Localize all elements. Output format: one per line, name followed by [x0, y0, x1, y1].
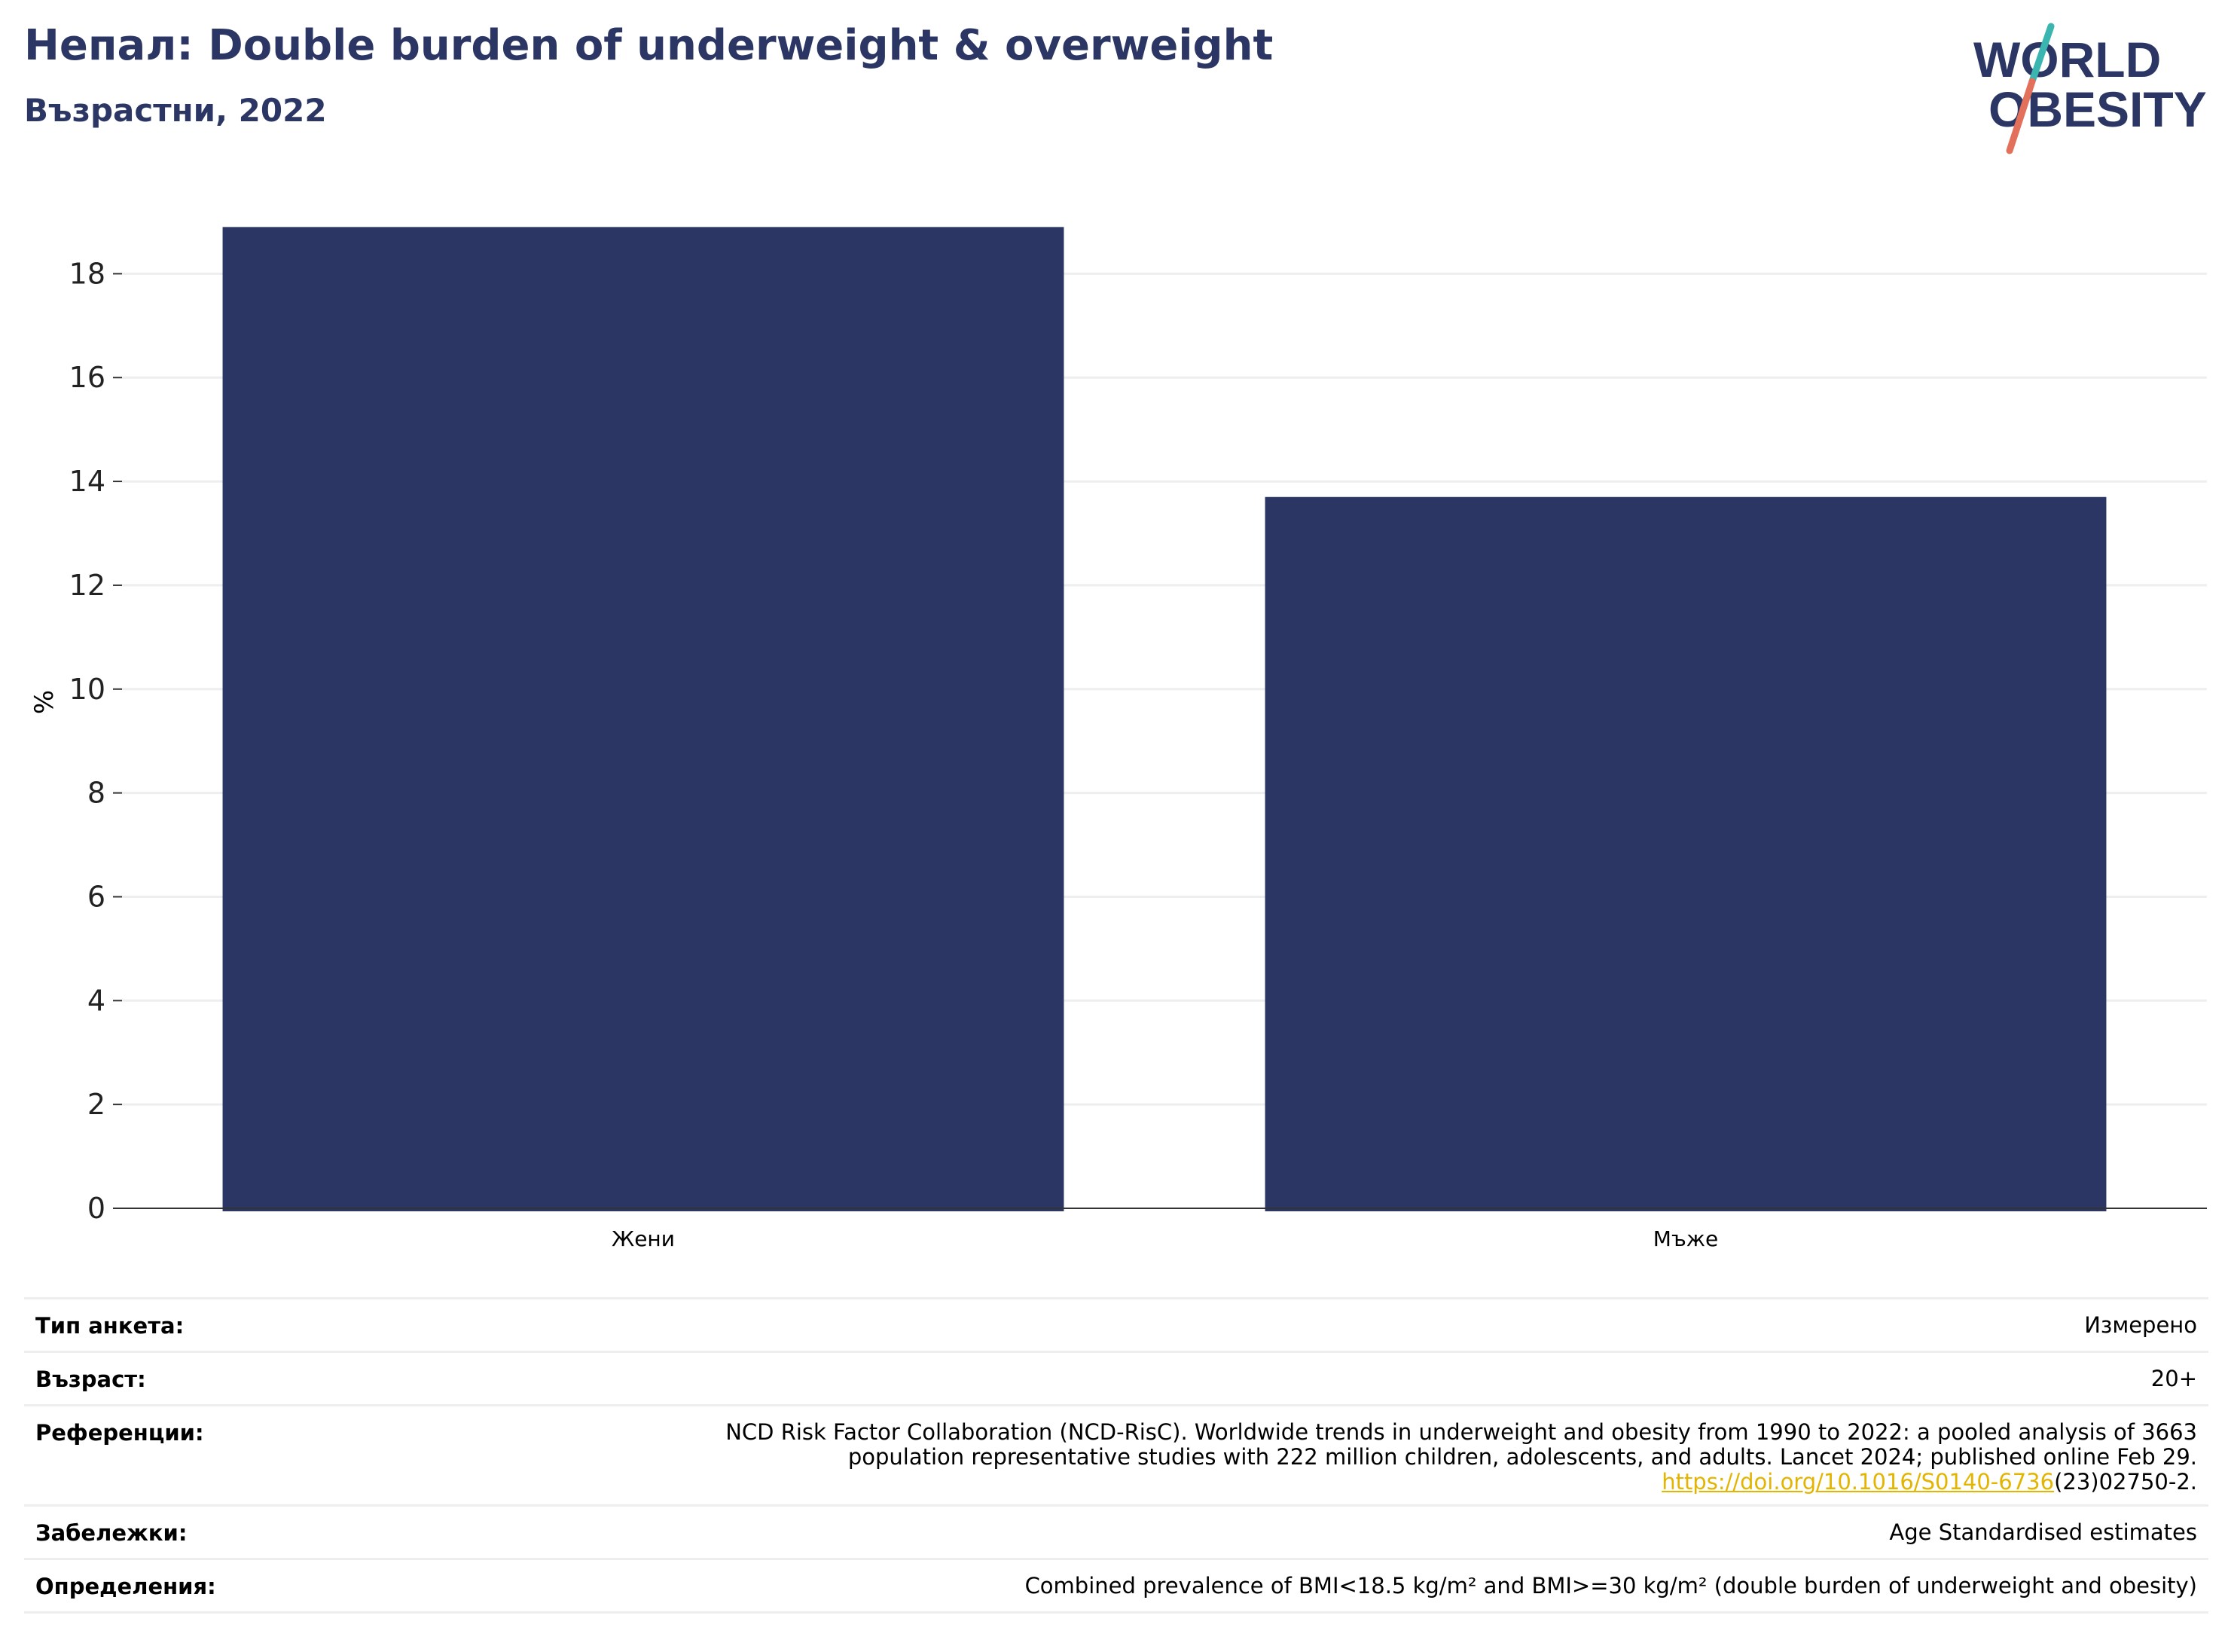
logo-slash-top [2028, 23, 2055, 85]
doi-suffix: (23)02750-2. [2054, 1469, 2197, 1495]
meta-value: Измерено [2084, 1312, 2197, 1338]
meta-row-survey-type: Тип анкета: Измерено [24, 1297, 2208, 1351]
x-tick-label: Мъже [1653, 1226, 1718, 1251]
bar-2 [1265, 496, 2107, 1211]
meta-row-age: Възраст: 20+ [24, 1351, 2208, 1404]
reference-line-3: https://doi.org/10.1016/S0140-6736(23)02… [325, 1470, 2197, 1495]
meta-value: Combined prevalence of BMI<18.5 kg/m² an… [1024, 1573, 2197, 1599]
world-obesity-logo: WORLD OBESITY [1973, 23, 2207, 154]
meta-key: Референции: [35, 1420, 204, 1446]
y-tick-label: 12 [69, 569, 105, 602]
meta-key: Определения: [35, 1574, 216, 1599]
y-tick-label: 10 [69, 673, 105, 706]
y-tick-label: 4 [87, 984, 105, 1017]
logo-text-world: WORLD [1973, 32, 2161, 87]
meta-row-notes: Забележки: Age Standardised estimates [24, 1504, 2208, 1558]
doi-link[interactable]: https://doi.org/10.1016/S0140-6736 [1662, 1469, 2055, 1495]
x-tick-label: Жени [612, 1226, 675, 1251]
meta-key: Забележки: [35, 1520, 188, 1546]
reference-line-1: NCD Risk Factor Collaboration (NCD-RisC)… [725, 1419, 2197, 1445]
bar-chart: 0 2 4 6 8 10 12 14 16 18 Жени Мъже% [29, 227, 2207, 1251]
logo-slash-bottom [2006, 78, 2036, 154]
y-tick-label: 8 [87, 777, 105, 810]
bar-1 [222, 227, 1064, 1211]
meta-value: Age Standardised estimates [1889, 1519, 2197, 1545]
y-tick-label: 6 [87, 880, 105, 913]
meta-key: Тип анкета: [35, 1313, 185, 1339]
chart-subtitle: Възрастни, 2022 [24, 92, 327, 129]
y-tick-label: 18 [69, 257, 105, 290]
y-tick-label: 16 [69, 361, 105, 394]
y-tick-label: 0 [87, 1192, 105, 1225]
y-tick-label: 2 [87, 1088, 105, 1121]
meta-value: NCD Risk Factor Collaboration (NCD-RisC)… [24, 1406, 2208, 1495]
metadata-table: Тип анкета: Измерено Възраст: 20+ Рефере… [24, 1297, 2208, 1614]
y-axis-label: % [29, 690, 60, 714]
reference-line-2: population representative studies with 2… [847, 1444, 2197, 1470]
meta-row-definitions: Определения: Combined prevalence of BMI<… [24, 1558, 2208, 1614]
meta-key: Възраст: [35, 1366, 146, 1392]
meta-row-references: Референции: NCD Risk Factor Collaboratio… [24, 1404, 2208, 1504]
meta-value: 20+ [2150, 1366, 2197, 1391]
chart-title: Непал: Double burden of underweight & ov… [24, 21, 1274, 70]
y-tick-label: 14 [69, 465, 105, 498]
